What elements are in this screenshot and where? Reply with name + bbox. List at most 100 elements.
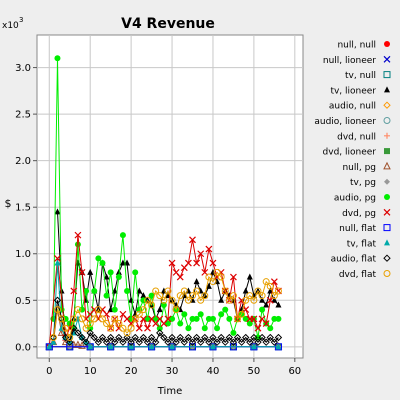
data-point xyxy=(189,292,197,300)
legend-label: tv, lioneer xyxy=(330,86,376,96)
legend-marker xyxy=(383,224,391,232)
data-point xyxy=(181,311,188,318)
data-point xyxy=(270,292,278,300)
legend-marker xyxy=(383,55,391,63)
data-point xyxy=(123,333,131,342)
data-point xyxy=(229,292,237,300)
data-point xyxy=(262,320,270,327)
legend-label: null, pg xyxy=(342,163,376,173)
series-14 xyxy=(49,296,283,346)
data-point xyxy=(70,315,78,323)
data-point xyxy=(74,241,81,248)
data-point xyxy=(270,338,279,346)
data-point xyxy=(152,287,160,295)
x-axis-ticks: 0 10 20 30 40 50 60 xyxy=(46,358,301,377)
x-tick-label: 50 xyxy=(248,366,261,377)
legend-marker xyxy=(383,161,391,170)
data-point xyxy=(221,287,229,295)
legend-label: dvd, pg xyxy=(342,209,376,219)
data-point xyxy=(123,329,131,337)
series-line xyxy=(52,271,279,340)
data-point xyxy=(160,296,168,304)
data-point xyxy=(127,324,135,332)
data-point xyxy=(156,306,163,313)
data-point xyxy=(87,268,94,275)
legend-marker xyxy=(383,208,391,216)
data-point xyxy=(197,296,205,304)
data-point xyxy=(86,329,94,337)
data-point xyxy=(115,333,123,342)
x-tick-label: 20 xyxy=(125,366,138,377)
data-point xyxy=(263,301,270,308)
data-point xyxy=(383,71,391,79)
data-point xyxy=(384,178,390,185)
y-tick-label: 2.5 xyxy=(15,110,31,121)
data-point xyxy=(193,278,200,285)
legend-label: tv, pg xyxy=(350,178,376,188)
data-point xyxy=(201,325,208,332)
data-point xyxy=(205,338,213,346)
data-point xyxy=(148,292,155,299)
legend-item: null, lioneer xyxy=(323,55,391,66)
data-point xyxy=(222,306,229,313)
data-point xyxy=(217,273,225,281)
data-point xyxy=(176,273,184,281)
data-point xyxy=(246,273,253,280)
data-point xyxy=(164,287,172,295)
data-point xyxy=(124,287,131,294)
legend-item: dvd, null xyxy=(337,132,390,142)
legend-item: tv, flat xyxy=(347,239,390,249)
y-axis-label: $ xyxy=(5,197,12,210)
data-point xyxy=(192,333,201,342)
data-point xyxy=(259,296,266,303)
y-tick-label: 0.0 xyxy=(15,342,31,353)
data-point xyxy=(119,338,127,346)
series-layer xyxy=(45,55,283,351)
data-point xyxy=(209,259,217,267)
data-point xyxy=(233,333,242,342)
chart-title: V4 Revenue xyxy=(121,16,215,32)
data-point xyxy=(193,259,201,267)
data-point xyxy=(83,287,90,294)
data-point xyxy=(197,250,205,258)
y-tick-label: 3.0 xyxy=(15,63,31,74)
data-point xyxy=(176,333,184,342)
data-point xyxy=(82,324,90,332)
data-point xyxy=(258,292,266,300)
data-point xyxy=(271,296,278,303)
data-point xyxy=(384,41,390,47)
data-point xyxy=(115,320,123,328)
data-point xyxy=(274,287,282,295)
legend-marker xyxy=(383,101,391,109)
data-point xyxy=(74,231,82,239)
data-point xyxy=(254,338,262,346)
data-point xyxy=(102,338,111,346)
data-point xyxy=(234,315,242,323)
data-point xyxy=(169,315,176,322)
legend-marker xyxy=(383,71,391,79)
legend-marker xyxy=(384,132,390,139)
data-point xyxy=(90,333,98,342)
data-point xyxy=(184,259,192,267)
data-point xyxy=(156,329,164,337)
data-point xyxy=(131,315,139,323)
x-tick-label: 60 xyxy=(288,366,301,377)
data-point xyxy=(176,292,184,300)
data-point xyxy=(250,315,258,323)
legend-item: null, null xyxy=(337,41,390,51)
data-point xyxy=(205,282,212,289)
data-point xyxy=(103,273,110,280)
data-point xyxy=(135,338,144,346)
data-point xyxy=(66,338,74,346)
data-point xyxy=(115,274,122,281)
data-point xyxy=(177,320,184,327)
legend-marker xyxy=(384,194,390,200)
legend-label: dvd, null xyxy=(337,132,376,142)
data-point xyxy=(242,287,249,294)
legend-marker xyxy=(383,270,391,277)
data-point xyxy=(151,338,160,346)
data-point xyxy=(197,311,204,318)
data-point xyxy=(127,338,135,346)
data-point xyxy=(111,338,119,346)
